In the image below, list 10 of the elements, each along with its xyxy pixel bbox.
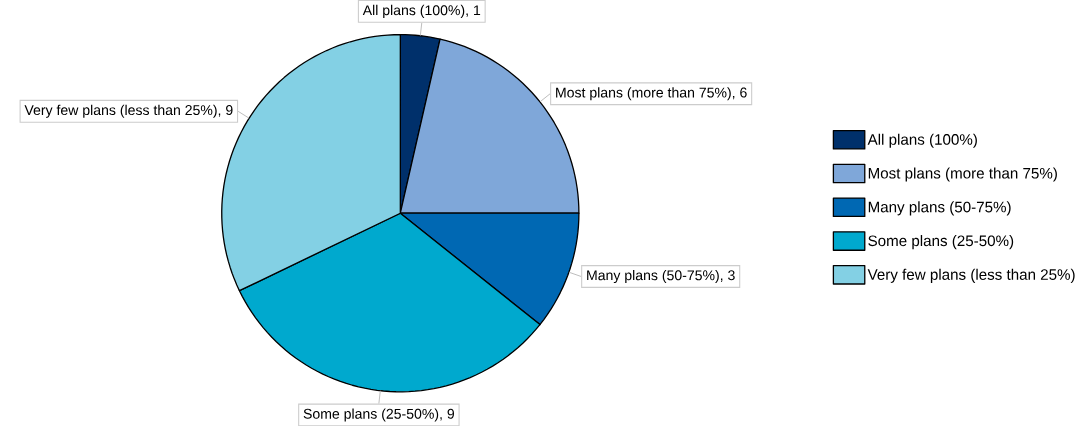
data-label: Very few plans (less than 25%), 9 xyxy=(24,104,233,118)
legend-label: All plans (100%) xyxy=(867,133,977,148)
legend-label: Most plans (more than 75%) xyxy=(868,167,1057,182)
data-label: All plans (100%), 1 xyxy=(362,4,481,18)
data-label: Some plans (25-50%), 9 xyxy=(303,408,455,422)
legend-label: Very few plans (less than 25%) xyxy=(867,268,1075,283)
data-label: Many plans (50-75%), 3 xyxy=(587,269,735,283)
legend-label: Many plans (50-75%) xyxy=(868,201,1011,216)
data-label: Most plans (more than 75%), 6 xyxy=(556,86,747,101)
legend-label: Some plans (25-50%) xyxy=(868,234,1014,249)
